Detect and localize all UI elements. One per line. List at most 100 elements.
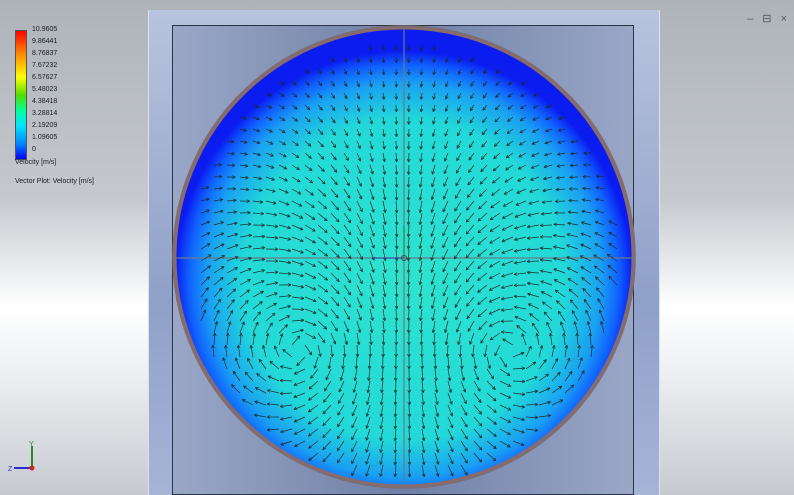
vector-arrowhead bbox=[307, 420, 312, 425]
velocity-vector bbox=[594, 243, 605, 250]
velocity-vector bbox=[531, 322, 540, 334]
velocity-vector bbox=[501, 272, 514, 277]
vector-arrowhead bbox=[407, 377, 411, 382]
vector-arrowhead bbox=[515, 202, 520, 206]
vector-arrowhead bbox=[530, 165, 535, 169]
velocity-vector bbox=[369, 332, 372, 345]
vector-arrowhead bbox=[454, 304, 459, 308]
vector-arrowhead bbox=[407, 473, 412, 478]
velocity-vector bbox=[343, 248, 352, 259]
window-controls[interactable]: – ⊟ × bbox=[747, 13, 790, 25]
velocity-vector bbox=[369, 224, 375, 237]
vector-arrowhead bbox=[243, 116, 247, 120]
velocity-vector bbox=[554, 279, 566, 286]
vector-arrowhead bbox=[580, 232, 585, 237]
velocity-vector bbox=[520, 104, 527, 110]
vector-arrowhead bbox=[466, 315, 471, 320]
vector-arrowhead bbox=[394, 133, 399, 138]
velocity-vector bbox=[356, 260, 363, 272]
vector-arrowhead bbox=[520, 81, 525, 85]
velocity-vector bbox=[226, 140, 235, 143]
velocity-vector bbox=[239, 268, 252, 274]
velocity-vector bbox=[442, 248, 449, 260]
vector-arrowhead bbox=[432, 96, 436, 100]
velocity-vector bbox=[244, 371, 254, 382]
velocity-vector bbox=[252, 269, 265, 274]
vector-arrowhead bbox=[595, 186, 600, 190]
velocity-vector bbox=[369, 296, 374, 309]
vector-arrowhead bbox=[559, 399, 564, 403]
velocity-vector bbox=[538, 414, 551, 418]
velocity-vector bbox=[455, 308, 462, 320]
vector-arrowhead bbox=[318, 70, 322, 74]
velocity-vector bbox=[489, 284, 501, 291]
vector-arrowhead bbox=[347, 267, 352, 272]
velocity-vector bbox=[512, 380, 526, 382]
vector-arrowhead bbox=[394, 71, 399, 76]
vector-arrowhead bbox=[312, 298, 317, 303]
vector-arrowhead bbox=[274, 235, 279, 240]
vector-arrowhead bbox=[556, 164, 561, 168]
vector-arrowhead bbox=[371, 269, 375, 273]
vector-arrowhead bbox=[259, 301, 263, 305]
vector-arrowhead bbox=[232, 370, 237, 375]
vector-arrowhead bbox=[597, 298, 601, 303]
vector-arrowhead bbox=[446, 365, 451, 370]
vector-arrowhead bbox=[449, 424, 454, 429]
velocity-vector bbox=[330, 332, 336, 345]
velocity-vector bbox=[200, 232, 211, 238]
vector-arrowhead bbox=[552, 233, 557, 238]
vector-arrowhead bbox=[581, 370, 585, 375]
velocity-vector bbox=[470, 92, 475, 99]
velocity-vector bbox=[322, 452, 332, 463]
velocity-vector bbox=[369, 260, 375, 273]
vector-arrowhead bbox=[418, 209, 423, 214]
vector-arrowhead bbox=[310, 192, 314, 196]
vector-arrowhead bbox=[245, 175, 249, 180]
velocity-vector bbox=[538, 359, 547, 370]
vector-arrowhead bbox=[354, 365, 359, 370]
velocity-vector bbox=[538, 345, 543, 358]
vector-arrowhead bbox=[248, 256, 252, 261]
velocity-vector bbox=[200, 254, 212, 262]
velocity-vector bbox=[382, 56, 385, 63]
vector-arrowhead bbox=[539, 258, 544, 262]
velocity-vector bbox=[235, 357, 241, 370]
velocity-vector bbox=[213, 176, 223, 178]
velocity-vector bbox=[304, 332, 316, 339]
vector-arrowhead bbox=[369, 133, 374, 137]
velocity-vector bbox=[252, 259, 265, 262]
velocity-vector bbox=[330, 236, 340, 246]
vector-arrowhead bbox=[382, 171, 387, 175]
velocity-vector bbox=[343, 92, 348, 99]
legend-label: 6.57627 bbox=[32, 74, 58, 81]
velocity-vector bbox=[590, 345, 593, 358]
vector-arrowhead bbox=[383, 245, 387, 249]
vector-arrowhead bbox=[347, 243, 352, 248]
vector-arrowhead bbox=[442, 256, 446, 261]
velocity-vector bbox=[434, 464, 439, 477]
velocity-vector bbox=[525, 376, 538, 382]
vector-arrowhead bbox=[469, 107, 474, 112]
velocity-vector bbox=[447, 368, 451, 381]
velocity-vector bbox=[291, 272, 304, 277]
vector-arrowhead bbox=[371, 208, 375, 213]
vector-arrowhead bbox=[394, 184, 399, 188]
velocity-vector bbox=[330, 140, 337, 148]
vector-arrowhead bbox=[506, 142, 511, 147]
vector-arrowhead bbox=[558, 385, 563, 390]
vector-arrowhead bbox=[206, 243, 211, 247]
vector-arrowhead bbox=[531, 322, 536, 327]
velocity-vector bbox=[239, 128, 247, 132]
velocity-vector bbox=[571, 310, 579, 322]
velocity-vector bbox=[351, 464, 358, 476]
velocity-vector bbox=[445, 68, 449, 75]
vector-arrowhead bbox=[506, 130, 511, 134]
velocity-vector bbox=[330, 344, 333, 357]
vector-arrowhead bbox=[280, 365, 284, 369]
vector-arrowhead bbox=[463, 412, 468, 416]
velocity-vector bbox=[280, 440, 293, 446]
vector-arrowhead bbox=[393, 389, 398, 394]
